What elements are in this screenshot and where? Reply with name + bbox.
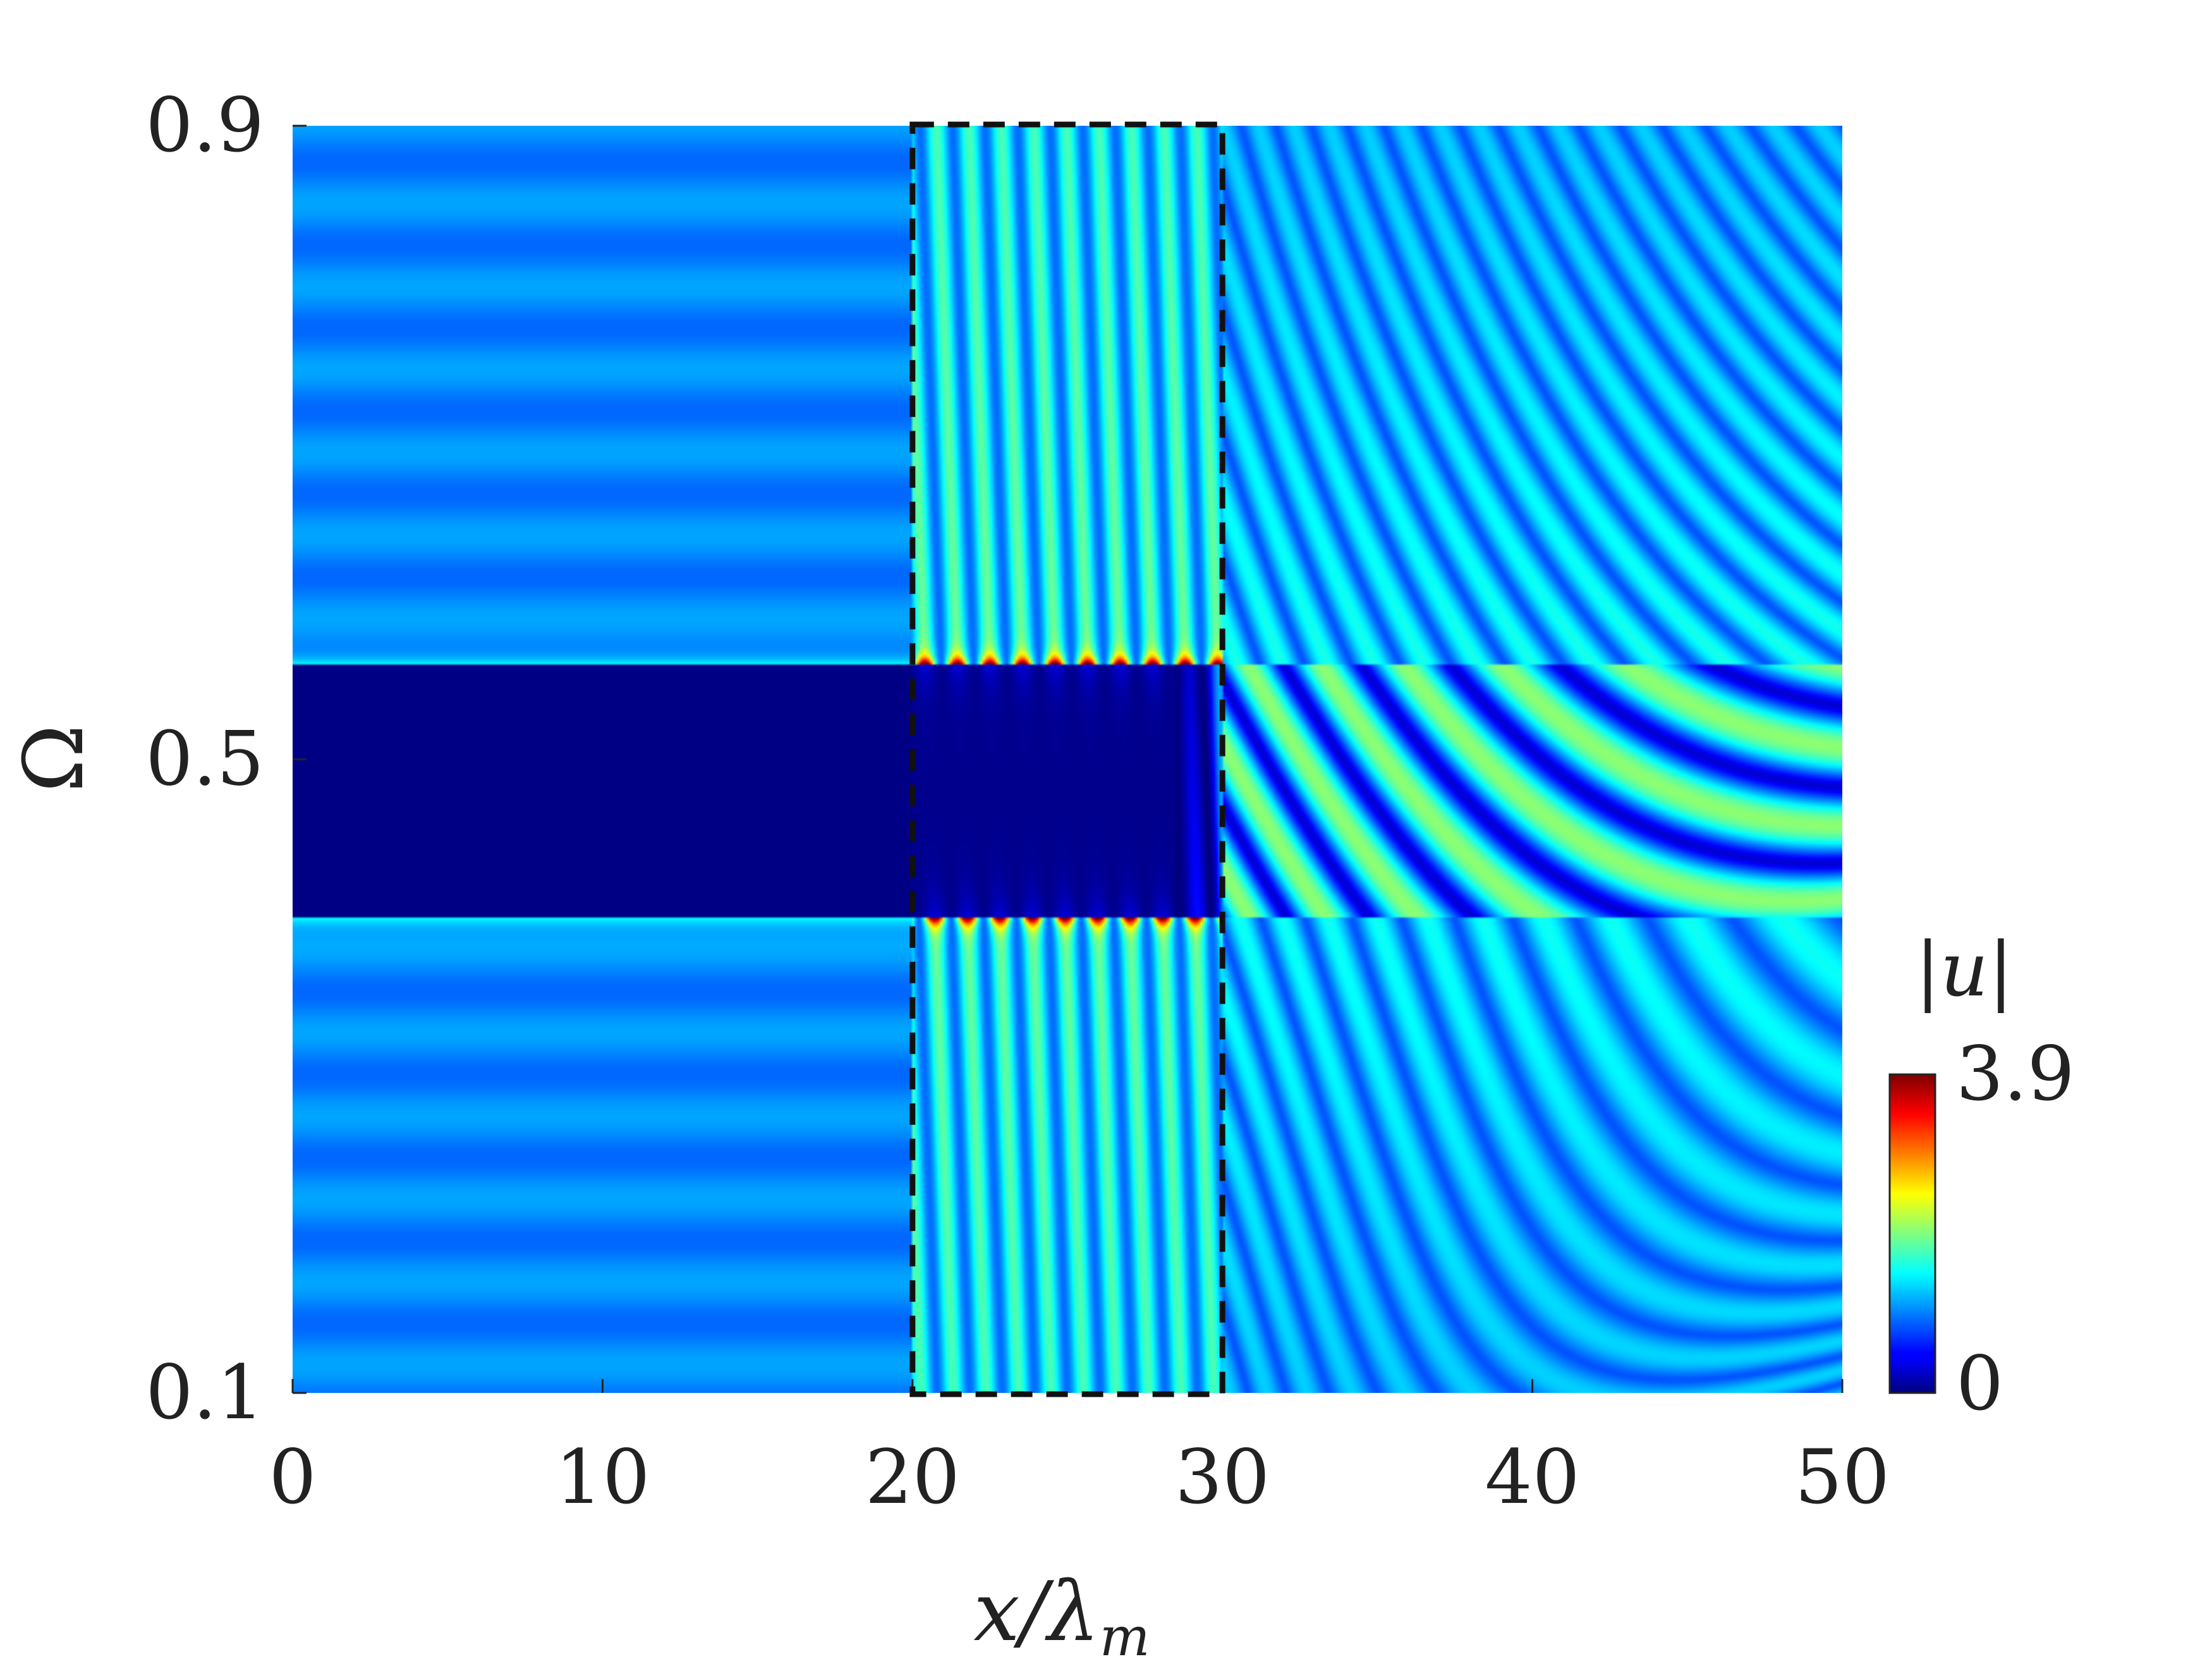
colorbar-max-label: 3.9 <box>1956 1030 2075 1117</box>
heatmap-area <box>293 126 1842 1393</box>
colorbar-min-label: 0 <box>1956 1340 2003 1427</box>
colorbar-label: |u| <box>1915 926 2014 1013</box>
x-tick-label: 50 <box>1795 1433 1890 1521</box>
y-tick-label: 0.9 <box>145 82 264 169</box>
y-tick-label: 0.1 <box>145 1349 264 1436</box>
x-tick-label: 10 <box>555 1433 650 1521</box>
y-tick-label: 0.5 <box>145 715 264 803</box>
x-tick-label: 30 <box>1175 1433 1270 1521</box>
colorbar <box>1888 1073 1936 1394</box>
x-tick-label: 40 <box>1485 1433 1580 1521</box>
x-axis-label: x/λm <box>973 1564 1150 1659</box>
x-tick-labels: 0 10 20 30 40 50 <box>269 1433 1890 1521</box>
y-tick-labels: 0.1 0.5 0.9 <box>145 82 264 1436</box>
x-tick-label: 0 <box>269 1433 316 1521</box>
y-axis-label: Ω <box>6 724 102 793</box>
highlight-region-box <box>909 121 1225 1397</box>
x-tick-label: 20 <box>865 1433 960 1521</box>
